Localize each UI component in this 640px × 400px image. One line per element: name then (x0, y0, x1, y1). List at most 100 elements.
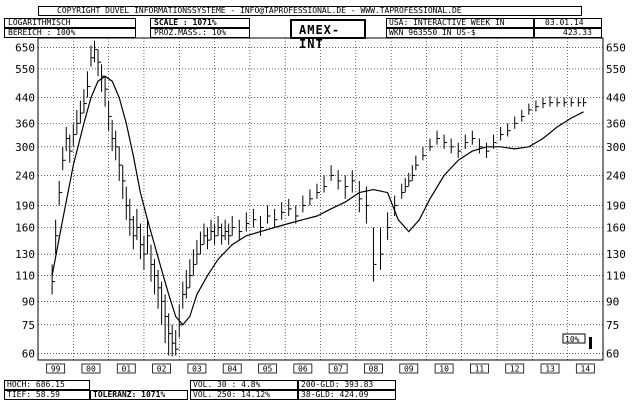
x-tick-box (46, 363, 66, 374)
y-tick-label: 650 (15, 42, 35, 55)
y-tick-label: 90 (22, 295, 35, 308)
y-tick-labels-right: 60 75 90 110 130 160 190 240 300 360 440 550 650 (606, 42, 626, 361)
x-tick-label: 06 (298, 365, 308, 374)
gld38-box: 38-GLD: 424.09 (298, 390, 396, 400)
scale-box: SCALE : 1071% (150, 18, 250, 28)
y-tick-label: 110 (15, 270, 35, 283)
x-tick-label: 12 (510, 365, 520, 374)
y-tick-label: 440 (15, 92, 35, 105)
date-text: 03.01.14 (545, 18, 584, 27)
x-tick-label: 05 (263, 365, 273, 374)
y-tick-label: 440 (606, 92, 626, 105)
x-tick-box (187, 363, 207, 374)
y-tick-label: 550 (606, 63, 626, 76)
y-tick-label: 240 (606, 169, 626, 182)
marker-tick (589, 337, 592, 349)
x-tick-label: 99 (51, 365, 61, 374)
x-tick-box (81, 363, 101, 374)
y-tick-label: 190 (606, 199, 626, 212)
price-bars (51, 40, 587, 357)
marker-box (562, 333, 586, 344)
toleranz-text: TOLERANZ: 1071% (93, 390, 166, 399)
y-tick-label: 300 (606, 141, 626, 154)
y-tick-label: 60 (606, 347, 619, 360)
x-tick-label: 07 (333, 365, 343, 374)
toleranz-box: TOLERANZ: 1071% (90, 390, 188, 400)
y-tick-label: 130 (606, 248, 626, 261)
y-tick-label: 360 (606, 117, 626, 130)
y-tick-label: 130 (15, 248, 35, 261)
y-tick-label: 60 (22, 347, 35, 360)
x-tick-box (293, 363, 313, 374)
y-tick-label: 300 (15, 141, 35, 154)
y-tick-label: 110 (606, 270, 626, 283)
source-box: USA: INTERACTIVE WEEK IN (386, 18, 534, 28)
x-tick-box (152, 363, 171, 374)
x-tick-box (399, 363, 419, 374)
y-tick-label: 75 (606, 319, 619, 332)
x-tick-label: 14 (581, 365, 591, 374)
title-box: AMEX-INT (290, 19, 366, 51)
vol30-text: VOL. 30 : 4.8% (193, 380, 261, 389)
tief-text: TIEF: 58.59 (7, 390, 60, 399)
x-tick-box (434, 363, 454, 374)
moving-average-line (51, 75, 584, 326)
x-tick-label: 10 (439, 365, 449, 374)
chart-title: AMEX-INT (299, 23, 341, 51)
gld200-text: 200-GLD: 393.83 (301, 380, 374, 389)
prozmass-text: PROZ.MASS.: 10% (154, 28, 227, 37)
y-tick-label: 75 (22, 319, 35, 332)
last-price-text: 423.33 (563, 28, 592, 37)
vol250-box: VOL. 250: 14.12% (190, 390, 298, 400)
scale-mode-box: LOGARITHMISCH (4, 18, 136, 28)
marker-label: 10% (565, 335, 580, 344)
wkn-text: WKN 963550 IN US-$ (389, 28, 476, 37)
x-tick-label: 11 (475, 365, 485, 374)
x-tick-box (328, 363, 348, 374)
x-tick-box (364, 363, 383, 374)
gld38-text: 38-GLD: 424.09 (301, 390, 369, 399)
hoch-text: HOCH: 686.15 (7, 380, 65, 389)
x-tick-box (116, 363, 136, 374)
tief-box: TIEF: 58.59 (4, 390, 90, 400)
grid-layer (38, 38, 603, 360)
x-tick-box (575, 363, 595, 374)
y-tick-label: 550 (15, 63, 35, 76)
prozmass-box: PROZ.MASS.: 10% (150, 28, 250, 38)
bereich-box: BEREICH : 100% (4, 28, 136, 38)
copyright-box: COPYRIGHT DUVEL INFORMATIONSSYSTEME - IN… (38, 6, 582, 16)
source-text: USA: INTERACTIVE WEEK IN (389, 18, 505, 27)
y-tick-labels-left: 60 75 90 110 130 160 190 240 300 360 440 550 650 (15, 42, 35, 361)
x-tick-box (505, 363, 525, 374)
vol30-box: VOL. 30 : 4.8% (190, 380, 298, 390)
y-tick-label: 190 (15, 199, 35, 212)
vol250-text: VOL. 250: 14.12% (193, 390, 271, 399)
copyright-text: COPYRIGHT DUVEL INFORMATIONSSYSTEME - IN… (57, 6, 462, 15)
y-tick-label: 90 (606, 295, 619, 308)
y-tick-label: 160 (15, 221, 35, 234)
y-tick-label: 650 (606, 42, 626, 55)
x-tick-label: 00 (86, 365, 96, 374)
scale-text: SCALE : 1071% (154, 18, 217, 27)
x-tick-label: 08 (369, 365, 379, 374)
bereich-text: BEREICH : 100% (8, 28, 76, 37)
x-tick-label: 02 (157, 365, 167, 374)
x-tick-box (258, 363, 277, 374)
plot-frame (37, 37, 604, 361)
scale-mode-text: LOGARITHMISCH (8, 18, 71, 27)
x-tick-box (540, 363, 560, 374)
y-tick-label: 240 (15, 169, 35, 182)
x-tick-label: 01 (121, 365, 131, 374)
wkn-box: WKN 963550 IN US-$ (386, 28, 534, 38)
x-tick-label: 04 (227, 365, 237, 374)
x-tick-label: 13 (545, 365, 555, 374)
x-tick-labels: 99 00 01 02 03 04 05 06 07 08 09 10 11 12 13 14 (46, 363, 595, 374)
x-tick-box (470, 363, 489, 374)
x-tick-box (222, 363, 242, 374)
gld200-box: 200-GLD: 393.83 (298, 380, 396, 390)
x-tick-label: 03 (192, 365, 202, 374)
last-price-box: 423.33 (534, 28, 602, 38)
x-tick-label: 09 (404, 365, 414, 374)
y-tick-label: 360 (15, 117, 35, 130)
